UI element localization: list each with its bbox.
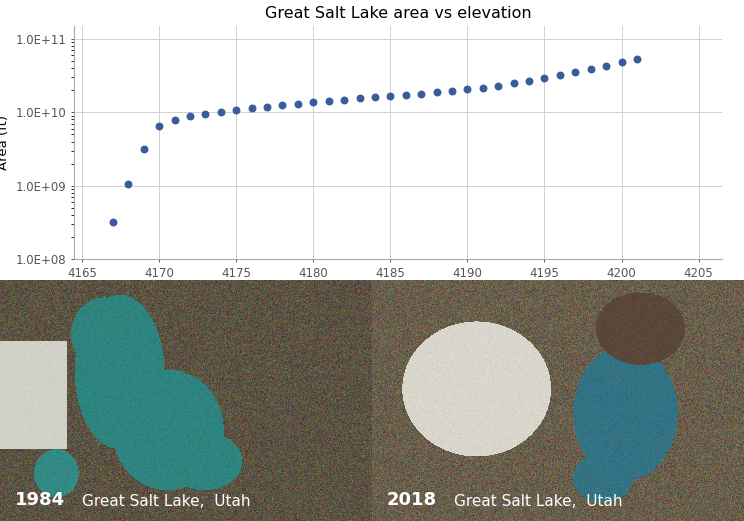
Point — [523, 77, 535, 85]
Point — [138, 144, 150, 153]
Point — [539, 74, 551, 82]
Point — [569, 68, 581, 77]
Title: Great Salt Lake area vs elevation: Great Salt Lake area vs elevation — [265, 6, 531, 21]
Point — [615, 58, 627, 67]
X-axis label: Elevation (ft): Elevation (ft) — [355, 286, 441, 299]
Point — [184, 113, 196, 121]
Point — [507, 79, 519, 88]
Text: 1984: 1984 — [15, 491, 65, 509]
Text: Great Salt Lake,  Utah: Great Salt Lake, Utah — [82, 494, 250, 509]
Point — [477, 83, 489, 92]
Point — [353, 94, 365, 103]
Point — [246, 104, 257, 113]
Point — [169, 116, 181, 125]
Point — [323, 97, 335, 105]
Point — [277, 101, 289, 109]
Point — [554, 71, 566, 80]
Point — [600, 61, 612, 70]
Point — [339, 95, 350, 104]
Point — [385, 92, 397, 100]
Point — [431, 88, 443, 96]
Point — [107, 218, 119, 226]
Point — [415, 90, 427, 98]
Point — [631, 55, 643, 63]
Point — [199, 109, 211, 118]
Text: 2018: 2018 — [387, 491, 437, 509]
Point — [369, 93, 381, 102]
Point — [307, 98, 319, 106]
Point — [585, 65, 597, 73]
Point — [261, 103, 273, 111]
Point — [153, 122, 165, 130]
Point — [400, 91, 411, 99]
Point — [123, 180, 135, 189]
Point — [461, 85, 473, 93]
Point — [231, 106, 243, 114]
Point — [446, 86, 458, 95]
Y-axis label: Area (ft): Area (ft) — [0, 115, 10, 170]
Point — [215, 107, 227, 116]
Text: Great Salt Lake,  Utah: Great Salt Lake, Utah — [454, 494, 622, 509]
Point — [292, 100, 304, 108]
Point — [493, 81, 504, 90]
